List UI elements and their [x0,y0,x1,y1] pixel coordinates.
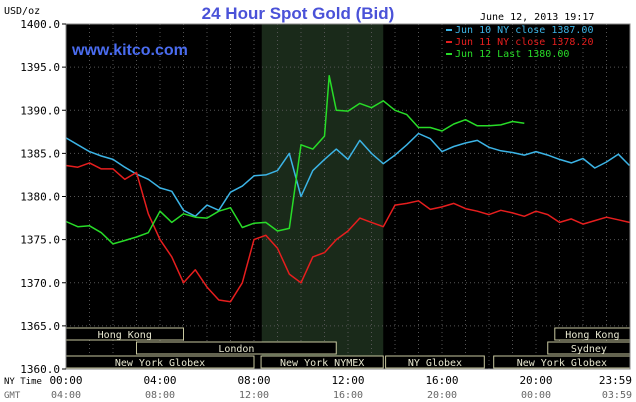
series-line [65,162,630,303]
session-label: New York Globex [115,358,205,369]
x-tick-label-ny: 23:59 [599,374,632,387]
x-tick-label-gmt: 04:00 [51,390,81,401]
legend-entry: Jun 11 NY close 1378.20 [455,37,593,48]
session-label: Hong Kong [98,330,152,341]
watermark: www.kitco.com [71,42,188,59]
y-tick-label: 1365.0 [20,320,60,333]
x-tick-label-gmt: 20:00 [427,390,457,401]
y-tick-label: 1360.0 [20,363,60,376]
session-bar [136,341,337,355]
session-label: Hong Kong [565,330,619,341]
x-tick-label-ny: 04:00 [143,374,176,387]
legend-entry: Jun 10 NY close 1387.00 [455,25,593,36]
y-tick-label: 1395.0 [20,61,60,74]
chart-title: 24 Hour Spot Gold (Bid) [202,4,395,23]
x-tick-label-ny: 12:00 [331,374,364,387]
session-label: London [218,344,254,355]
y-tick-label: 1375.0 [20,234,60,247]
x-tick-label-ny: 08:00 [237,374,270,387]
x-tick-label-ny: 20:00 [519,374,552,387]
y-axis-ticks: 1400.0 1395.0 1390.0 1385.0 1380.0 1375.0 1370… [20,18,66,376]
series-lines [65,75,631,303]
session-label: New York Globex [517,358,607,369]
y-tick-label: 1390.0 [20,104,60,117]
session-label: Sydney [571,344,607,355]
y-tick-label: 1400.0 [20,18,60,31]
x-tick-label-gmt: 08:00 [145,390,175,401]
x-secondary-label: GMT [4,391,21,401]
session-label: New York NYMEX [280,358,364,369]
x-tick-label-ny: 00:00 [49,374,82,387]
y-tick-label: 1385.0 [20,147,60,160]
y-tick-label: 1380.0 [20,191,60,204]
session-bar [385,355,485,369]
x-tick-label-gmt: 00:00 [521,390,551,401]
timestamp: June 12, 2013 19:17 [480,12,594,23]
x-tick-label-ny: 16:00 [425,374,458,387]
series-line [65,132,631,218]
series-line [65,75,525,245]
x-axis-ticks: 00:00 04:00 08:00 12:00 16:00 20:00 23:59 04:00… [49,374,632,401]
trading-sessions: Hong Kong Hong Kong London Sydney New York G… [65,327,631,369]
x-axis-label: NY Time [4,377,42,387]
y-tick-label: 1370.0 [20,277,60,290]
y-axis-label: USD/oz [4,6,40,17]
x-tick-label-gmt: 03:59 [602,390,632,401]
session-label: NY Globex [408,358,462,369]
session-bar [260,355,384,369]
grid-lines [66,23,630,370]
legend-entry: Jun 12 Last 1380.00 [455,49,569,60]
x-tick-label-gmt: 16:00 [333,390,363,401]
x-tick-label-gmt: 12:00 [239,390,269,401]
